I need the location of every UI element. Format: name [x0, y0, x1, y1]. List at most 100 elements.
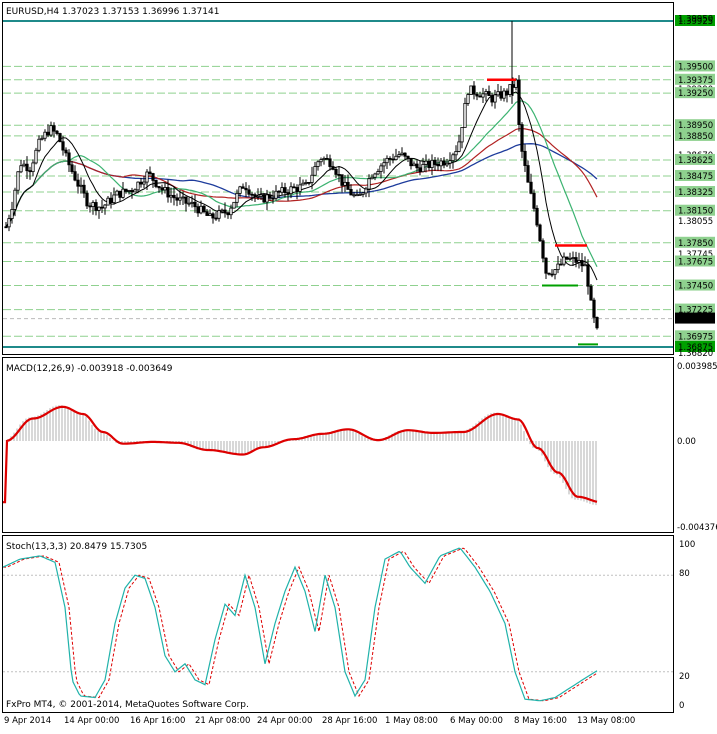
candle-body [535, 207, 539, 226]
candle-body [115, 190, 119, 196]
candle-body [205, 211, 209, 216]
candle-body [247, 189, 251, 195]
candle-body [286, 192, 290, 195]
candle-body [73, 171, 77, 181]
candle-body [4, 226, 8, 229]
candle-body [64, 149, 68, 154]
candle-body [343, 181, 347, 186]
candle-body [562, 256, 566, 265]
price-label: 1.36875 [678, 343, 713, 353]
candle-body [241, 186, 245, 189]
candle-body [25, 163, 29, 172]
price-label: 1.37141 [678, 315, 713, 325]
candle-body [157, 186, 161, 189]
candle-body [79, 184, 83, 187]
price-label-box [675, 255, 715, 267]
candle-body [556, 263, 560, 271]
candle-body [19, 165, 23, 173]
macd-pane[interactable] [2, 357, 674, 533]
candle-body [475, 93, 479, 97]
candle-body [181, 196, 185, 199]
macd-label-zero: 0.00 [677, 437, 696, 447]
candle-body [316, 161, 320, 167]
candle-body [58, 133, 62, 143]
candle-body [283, 187, 287, 193]
candle-body [505, 90, 509, 95]
candle-body [7, 218, 11, 228]
candle-body [298, 184, 302, 192]
copyright-footer: FxPro MT4, © 2001-2014, MetaQuotes Softw… [6, 700, 249, 710]
candle-body [427, 160, 431, 168]
candle-body [256, 195, 260, 198]
candle-body [415, 163, 419, 169]
candle-body [448, 160, 452, 164]
candle-body [292, 186, 296, 189]
candle-body [406, 155, 410, 159]
candle-body [310, 174, 314, 183]
price-label-box [675, 341, 715, 352]
candle-body [388, 157, 392, 160]
candle-body [154, 179, 158, 187]
candle-body [451, 154, 455, 162]
stoch-signal-line [3, 547, 598, 702]
time-label-2: 16 Apr 16:00 [130, 716, 185, 726]
symbol-title: EURUSD,H4 1.37023 1.37153 1.36996 1.3714… [6, 7, 219, 17]
candle-body [13, 189, 17, 210]
candle-body [229, 207, 233, 216]
candle-body [130, 190, 134, 193]
candle-body [277, 190, 281, 193]
candle-body [142, 181, 146, 185]
price-label: 1.37850 [678, 239, 713, 249]
candle-body [580, 260, 584, 267]
candle-body [61, 141, 65, 151]
price-pane[interactable] [2, 2, 674, 355]
price-label: 1.39500 [678, 62, 713, 72]
candle-body [595, 316, 599, 329]
price-label: 1.36820 [678, 349, 713, 359]
price-label: 1.37450 [678, 282, 713, 292]
candle-body [85, 192, 89, 207]
candle-body [361, 192, 365, 195]
candle-body [280, 187, 284, 193]
stoch-pane[interactable] [2, 535, 674, 713]
stoch-label-80: 80 [679, 569, 690, 579]
price-label: 1.38850 [678, 132, 713, 142]
candle-body [31, 162, 35, 173]
candle-body [412, 163, 416, 167]
candle-body [253, 194, 257, 198]
candle-body [37, 138, 41, 151]
candle-body [496, 91, 500, 96]
candle-body [421, 164, 425, 173]
price-label: 1.38475 [678, 172, 713, 182]
price-label-box [675, 330, 715, 342]
ma-line [5, 100, 598, 268]
price-label-box [675, 73, 715, 85]
price-label: 1.39375 [678, 76, 713, 86]
price-label-box [675, 119, 715, 131]
candle-body [88, 205, 92, 208]
support-resistance-marks [487, 78, 598, 346]
candle-body [91, 202, 95, 207]
candle-body [127, 190, 131, 192]
candle-body [121, 188, 125, 198]
candle-body [28, 170, 32, 173]
candle-body [454, 151, 458, 156]
candle-body [214, 217, 218, 220]
candle-body [70, 164, 74, 173]
price-label: 1.38150 [678, 207, 713, 217]
candle-body [472, 85, 476, 95]
candle-body [226, 212, 230, 216]
candle-body [94, 202, 98, 211]
price-label: 1.37225 [678, 306, 713, 316]
stoch-main-line [2, 547, 598, 702]
price-label: 1.38950 [678, 121, 713, 131]
candle-body [34, 149, 38, 164]
candle-body [304, 182, 308, 184]
candle-body [433, 159, 437, 165]
price-label: 1.39950 [678, 14, 713, 24]
candle-body [397, 154, 401, 157]
price-label-box [675, 87, 715, 99]
candle-body [160, 187, 164, 191]
price-label: 1.37675 [678, 257, 713, 267]
